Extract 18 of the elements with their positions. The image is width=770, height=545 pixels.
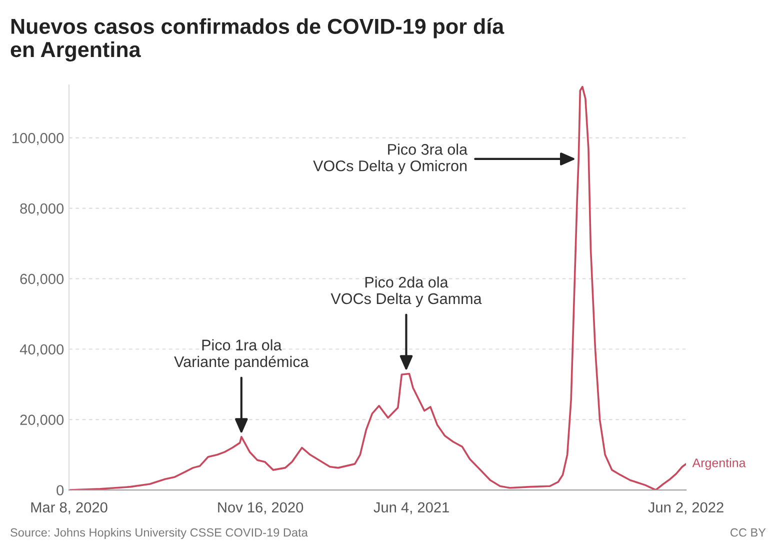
x-tick-label: Nov 16, 2020 xyxy=(218,502,304,514)
y-tick-label: 20,000 xyxy=(20,414,64,427)
chart-title: Nuevos casos confirmados de COVID-19 por día en Argentina xyxy=(10,18,504,62)
y-tick-label: 60,000 xyxy=(20,274,64,286)
y-tick-label: 100,000 xyxy=(12,132,64,145)
source-note: Source: Johns Hopkins University CSSE COVID-19 Data xyxy=(10,528,308,539)
y-tick-label: 80,000 xyxy=(20,203,64,216)
x-tick-label: Mar 8, 2020 xyxy=(31,502,108,514)
x-tick-label: Jun 2, 2022 xyxy=(648,502,724,514)
y-tick-label: 40,000 xyxy=(20,344,64,356)
line-series xyxy=(69,86,686,490)
annotation: Pico 2da ola VOCs Delta y Gamma xyxy=(330,276,482,308)
y-tick-label: 0 xyxy=(56,485,64,496)
annotation: Pico 3ra ola VOCs Delta y Omicron xyxy=(313,144,468,174)
series-label: Argentina xyxy=(692,458,746,470)
annotation: Pico 1ra ola Variante pandémica xyxy=(174,339,309,370)
text: CC BY xyxy=(730,528,766,537)
x-tick-label: Jun 4, 2021 xyxy=(374,502,449,514)
